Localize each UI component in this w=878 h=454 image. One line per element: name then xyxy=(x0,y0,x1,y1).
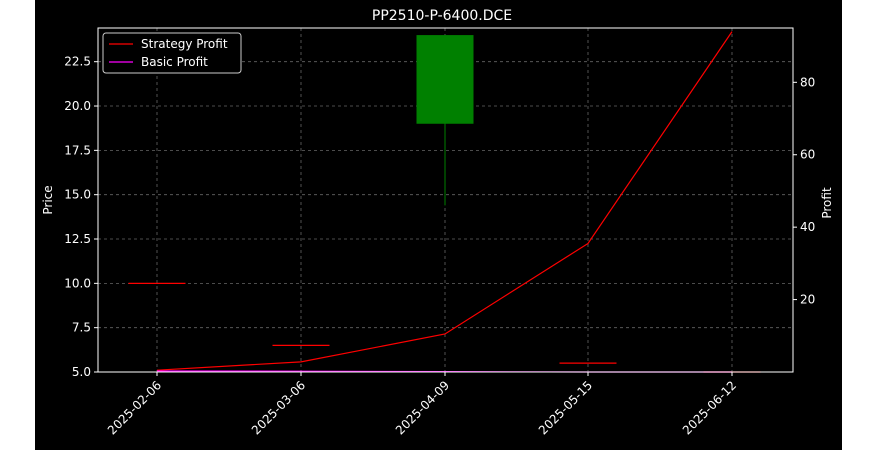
price-tick-label: 12.5 xyxy=(64,232,91,246)
price-axis: 5.0 7.5 10.0 12.5 15.0 17.5 20.0 22.5 xyxy=(64,55,98,379)
candles xyxy=(128,35,761,373)
profit-tick-label: 60 xyxy=(800,148,815,162)
legend-label-basic: Basic Profit xyxy=(141,55,208,69)
series-line-strategy-profit xyxy=(156,31,733,371)
price-tick-label: 7.5 xyxy=(72,321,91,335)
date-tick-label: 2025-04-09 xyxy=(393,378,452,437)
candle-body xyxy=(416,35,474,124)
profit-axis-label: Profit xyxy=(820,187,834,219)
legend-label-strategy: Strategy Profit xyxy=(141,37,228,51)
price-axis-label: Price xyxy=(41,185,55,214)
candlestick-chart: PP2510-P-6400.DCE 5.0 7.5 10.0 12.5 15.0 17.5… xyxy=(41,8,834,437)
price-tick-label: 5.0 xyxy=(72,365,91,379)
profit-tick-label: 40 xyxy=(800,220,815,234)
legend: Strategy Profit Basic Profit xyxy=(102,32,242,74)
date-tick-label: 2025-06-12 xyxy=(680,378,739,437)
profit-tick-label: 20 xyxy=(800,293,815,307)
date-tick-label: 2025-02-06 xyxy=(105,378,164,437)
date-axis: 2025-02-06 2025-03-06 2025-04-09 2025-05-15… xyxy=(105,372,739,437)
date-tick-label: 2025-03-06 xyxy=(249,378,308,437)
profit-tick-label: 80 xyxy=(800,75,815,89)
price-tick-label: 22.5 xyxy=(64,55,91,69)
price-tick-label: 15.0 xyxy=(64,188,91,202)
chart-title: PP2510-P-6400.DCE xyxy=(372,8,512,24)
price-tick-label: 10.0 xyxy=(64,276,91,290)
date-tick-label: 2025-05-15 xyxy=(536,378,595,437)
legend-box xyxy=(102,32,242,74)
profit-axis: 20 40 60 80 xyxy=(793,75,815,307)
price-tick-label: 20.0 xyxy=(64,99,91,113)
price-tick-label: 17.5 xyxy=(64,143,91,157)
chart-figure: PP2510-P-6400.DCE 5.0 7.5 10.0 12.5 15.0 17.5… xyxy=(35,0,842,450)
